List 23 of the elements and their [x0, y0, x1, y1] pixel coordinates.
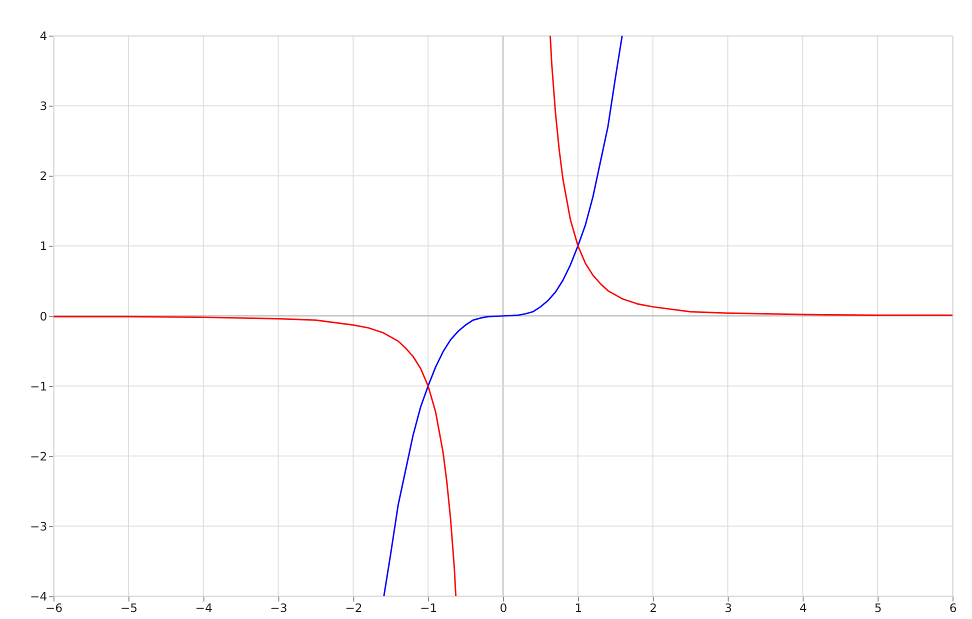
x-tick-label: −6: [45, 601, 63, 616]
x-tick-label: 5: [874, 601, 882, 616]
y-tick-label: 3: [40, 99, 48, 114]
x-tick-label: −1: [420, 601, 438, 616]
x-tick-label: 1: [574, 601, 582, 616]
y-tick-label: 1: [40, 239, 48, 254]
y-tick-label: −4: [30, 590, 48, 604]
x-tick-label: 0: [500, 601, 508, 616]
x-tick-label: 4: [799, 601, 807, 616]
x-tick-label: −5: [120, 601, 138, 616]
x-tick-label: −3: [270, 601, 288, 616]
x-tick-label: 6: [949, 601, 957, 616]
line-series: [383, 36, 623, 596]
y-tick-label: 2: [40, 169, 48, 184]
x-tick-label: 2: [650, 601, 658, 616]
y-tick-label: 0: [40, 309, 48, 324]
x-tick-label: 3: [724, 601, 732, 616]
y-tick-label: −3: [30, 519, 48, 534]
x-tick-label: −2: [345, 601, 362, 616]
x-tick-label: −4: [195, 601, 212, 616]
y-tick-label: −2: [30, 449, 48, 464]
y-tick-label: 4: [40, 29, 48, 44]
y-tick-label: −1: [30, 379, 48, 394]
